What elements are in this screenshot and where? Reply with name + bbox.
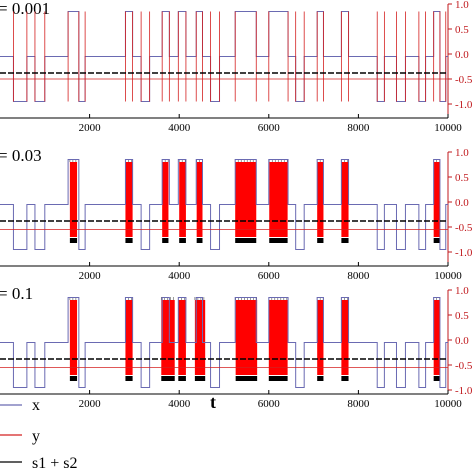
y-burst xyxy=(268,300,288,375)
s-burst xyxy=(433,238,440,243)
xtick-label: 4000 xyxy=(168,122,191,134)
s-burst xyxy=(341,376,349,381)
xtick-label: 8000 xyxy=(347,122,370,134)
y-burst xyxy=(161,300,175,375)
plot-area xyxy=(0,159,448,250)
legend-label-s: s1 + s2 xyxy=(32,455,77,472)
s-burst xyxy=(269,238,288,243)
s-burst xyxy=(125,376,133,381)
s-burst xyxy=(69,376,78,381)
xtick-label: 4000 xyxy=(168,270,191,282)
ytick-label: 1.0 xyxy=(455,0,469,11)
xtick-label: 6000 xyxy=(258,122,281,134)
xtick-label: 8000 xyxy=(347,270,370,282)
ytick-label: 0.0 xyxy=(455,335,469,347)
x-axis-label: t xyxy=(210,392,216,412)
panel-eps-003: = 0.03 -1.0 -0.5 0.0 0.5 1.0 2000 4000 6000 800… xyxy=(0,146,473,282)
y-burst xyxy=(69,162,78,237)
xtick-label: 6000 xyxy=(258,270,281,282)
right-yticks: -1.0 -0.5 0.0 0.5 1.0 xyxy=(448,0,473,111)
xtick-label: 8000 xyxy=(347,398,370,410)
xtick-label: 10000 xyxy=(434,398,462,410)
s-burst xyxy=(317,238,324,243)
s-burst xyxy=(178,376,186,381)
legend-item-s: s1 + s2 xyxy=(0,455,77,472)
y-burst xyxy=(317,300,324,375)
s-burst xyxy=(161,376,175,381)
y-burst xyxy=(235,162,257,237)
ytick-label: -0.5 xyxy=(455,360,473,372)
s-burst xyxy=(317,376,324,381)
xtick-label: 10000 xyxy=(434,270,462,282)
ytick-label: -0.5 xyxy=(455,222,473,234)
s-burst xyxy=(235,238,257,243)
legend-item-x: x xyxy=(0,397,40,414)
s-burst xyxy=(194,376,206,381)
panel-title: = 0.03 xyxy=(0,146,42,165)
y-burst xyxy=(341,162,349,237)
panel-title: = 0.001 xyxy=(0,0,50,18)
right-yticks: -1.0 -0.5 0.0 0.5 1.0 xyxy=(448,147,473,259)
y-burst xyxy=(433,162,440,237)
s-burst xyxy=(125,238,133,243)
y-burst xyxy=(162,162,169,237)
panel-eps-01: = 0.1 -1.0 -0.5 0.0 0.5 1.0 2000 4000 6000 8000… xyxy=(0,284,473,410)
s-burst xyxy=(179,238,186,243)
y-burst xyxy=(269,162,288,237)
y-burst xyxy=(341,300,349,375)
x-ticks: 2000 4000 6000 8000 10000 xyxy=(79,262,462,282)
y-burst xyxy=(317,162,324,237)
y-burst xyxy=(179,162,186,237)
series-x-line xyxy=(0,297,448,388)
ytick-label: 1.0 xyxy=(455,147,469,159)
panel-title: = 0.1 xyxy=(0,284,33,303)
xtick-label: 4000 xyxy=(168,398,191,410)
y-burst xyxy=(125,162,133,237)
right-yticks: -1.0 -0.5 0.0 0.5 1.0 xyxy=(448,285,473,397)
s-burst xyxy=(268,376,288,381)
s-burst xyxy=(162,238,169,243)
y-burst xyxy=(69,300,78,375)
xtick-label: 2000 xyxy=(79,398,102,410)
plot-area xyxy=(0,297,448,388)
x-ticks: 2000 4000 6000 8000 10000 xyxy=(79,390,462,410)
xtick-label: 2000 xyxy=(79,270,102,282)
y-burst xyxy=(194,300,206,375)
s-burst xyxy=(196,238,203,243)
ytick-label: 0.0 xyxy=(455,49,469,61)
series-x-line xyxy=(0,159,448,250)
xtick-label: 2000 xyxy=(79,122,102,134)
y-burst xyxy=(433,300,440,375)
ytick-label: -1.0 xyxy=(455,99,473,111)
ytick-label: -1.0 xyxy=(455,385,473,397)
legend-label-y: y xyxy=(32,428,40,445)
s-burst xyxy=(69,238,78,243)
y-burst xyxy=(196,162,203,237)
ytick-label: 1.0 xyxy=(455,285,469,297)
legend-label-x: x xyxy=(32,397,40,414)
x-ticks: 2000 4000 6000 8000 10000 xyxy=(79,114,462,134)
s-burst xyxy=(235,376,258,381)
xtick-label: 6000 xyxy=(258,398,281,410)
xtick-label: 10000 xyxy=(434,122,462,134)
s-burst xyxy=(433,376,440,381)
plot-area xyxy=(0,11,448,102)
y-burst xyxy=(178,300,186,375)
panel-eps-0001: = 0.001 -1.0 -0.5 0.0 0.5 1.0 2000 4000 6000 80… xyxy=(0,0,473,134)
ytick-label: -1.0 xyxy=(455,247,473,259)
y-burst xyxy=(235,300,258,375)
ytick-label: 0.0 xyxy=(455,197,469,209)
legend-item-y: y xyxy=(0,428,40,445)
ytick-label: 0.5 xyxy=(455,310,469,322)
series-x-line xyxy=(0,11,448,102)
y-burst xyxy=(125,300,133,375)
s-burst xyxy=(341,238,349,243)
ytick-label: 0.5 xyxy=(455,172,469,184)
ytick-label: 0.5 xyxy=(455,24,469,36)
legend: x y s1 + s2 xyxy=(0,397,77,472)
ytick-label: -0.5 xyxy=(455,74,473,86)
